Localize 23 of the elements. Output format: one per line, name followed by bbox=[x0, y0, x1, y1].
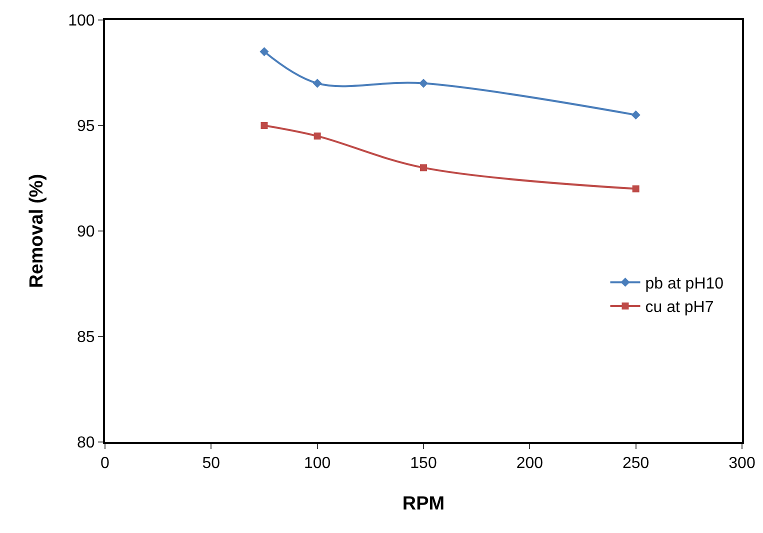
point bbox=[312, 78, 322, 88]
point bbox=[418, 78, 428, 88]
point bbox=[260, 122, 268, 129]
x-tick-label: 200 bbox=[516, 455, 544, 472]
point bbox=[314, 132, 321, 140]
y-tick-label: 80 bbox=[77, 434, 95, 452]
x-tick-label: 100 bbox=[304, 455, 331, 472]
point bbox=[420, 164, 427, 172]
x-tick-label: 300 bbox=[728, 455, 756, 472]
legend-label: pb at pH10 bbox=[645, 275, 724, 292]
y-tick-label: 100 bbox=[68, 12, 95, 30]
x-tick-label: 150 bbox=[410, 455, 437, 472]
y-axis-title: Removal (%) bbox=[26, 174, 48, 288]
x-tick-label: 250 bbox=[622, 455, 650, 472]
y-tick-label: 85 bbox=[77, 329, 95, 346]
x-tick-label: 0 bbox=[100, 455, 110, 472]
x-tick-label: 50 bbox=[202, 455, 220, 472]
y-tick-label: 95 bbox=[77, 118, 95, 136]
point bbox=[632, 185, 640, 192]
point bbox=[260, 47, 269, 56]
point bbox=[631, 110, 640, 120]
y-tick-label: 90 bbox=[77, 224, 95, 241]
x-axis-title: RPM bbox=[402, 494, 445, 514]
